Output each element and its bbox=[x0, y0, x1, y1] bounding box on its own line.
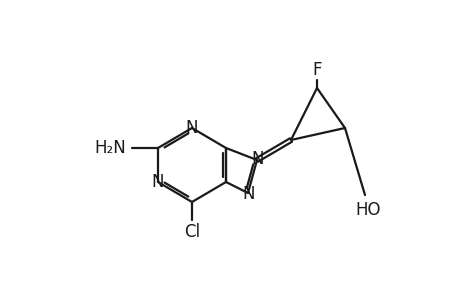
Text: Cl: Cl bbox=[184, 223, 200, 241]
Text: N: N bbox=[185, 119, 198, 137]
Text: F: F bbox=[312, 61, 321, 79]
Text: HO: HO bbox=[354, 201, 380, 219]
Text: N: N bbox=[151, 173, 164, 191]
Text: N: N bbox=[251, 150, 263, 168]
Text: N: N bbox=[242, 185, 255, 203]
Text: H₂N: H₂N bbox=[94, 139, 126, 157]
